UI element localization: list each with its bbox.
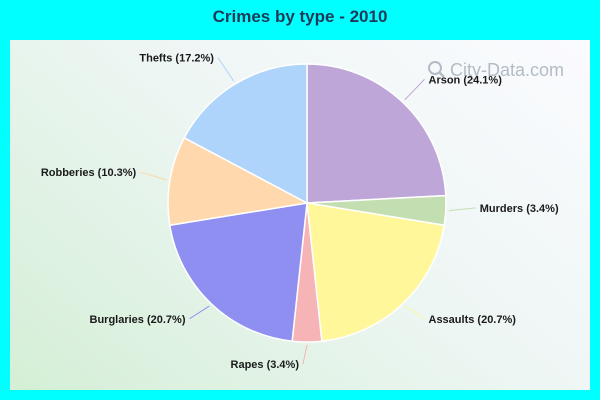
pie-slice-burglaries (168, 202, 308, 343)
watermark-text: City-Data.com (450, 60, 564, 80)
leader-line-arson (404, 78, 425, 101)
search-icon (428, 61, 445, 78)
leader-lines (140, 57, 476, 365)
slice-label-robberies: Robberies (10.3%) (41, 167, 137, 179)
pie-chart: City-Data.com Arson (24.1%) Murders (3.4%… (41, 53, 564, 371)
pie-slice-assaults (306, 202, 446, 343)
slice-labels: Arson (24.1%) Murders (3.4%) Assaults (20.… (41, 53, 559, 371)
leader-line-thefts (217, 57, 235, 82)
watermark: City-Data.com (428, 60, 564, 80)
slice-label-burglaries: Burglaries (20.7%) (90, 314, 186, 326)
pie-slice-robberies (167, 136, 310, 227)
slice-label-murders: Murders (3.4%) (480, 203, 559, 215)
pie-slices (167, 63, 447, 343)
pie-slice-arson (306, 63, 447, 204)
slice-label-rapes: Rapes (3.4%) (231, 359, 300, 371)
leader-line-burglaries (189, 305, 210, 320)
leader-line-assaults (404, 305, 425, 320)
slice-label-thefts: Thefts (17.2%) (139, 53, 214, 65)
pie-slice-thefts (183, 63, 308, 205)
leader-line-robberies (140, 171, 168, 181)
chart-title: Crimes by type - 2010 (212, 7, 388, 26)
leader-line-rapes (302, 344, 308, 365)
slice-label-arson: Arson (24.1%) (429, 74, 503, 86)
slice-label-assaults: Assaults (20.7%) (429, 314, 517, 326)
leader-line-murders (448, 207, 476, 212)
